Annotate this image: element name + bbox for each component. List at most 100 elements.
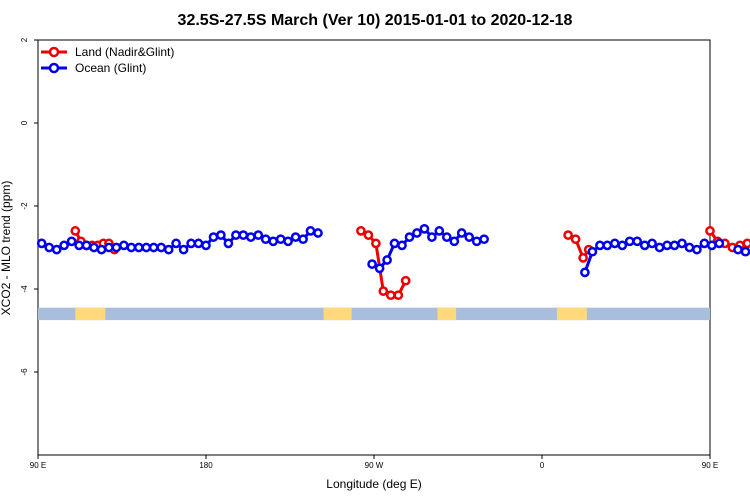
ocean-point	[707, 240, 717, 251]
ocean-point	[208, 232, 219, 242]
ocean-point	[148, 242, 159, 253]
ocean-point	[471, 236, 482, 247]
ocean-point	[404, 232, 415, 242]
x-tick-label: 180	[199, 461, 213, 470]
land-segment	[437, 307, 457, 321]
ocean-point	[171, 238, 181, 249]
legend-land-marker	[48, 46, 60, 58]
legend-ocean-marker	[48, 62, 60, 74]
ocean-point	[456, 228, 467, 238]
ocean-point	[216, 230, 226, 240]
x-axis: 90 E 180 90 W 0 90 E	[30, 455, 718, 470]
land-segment	[75, 307, 106, 321]
ocean-point	[260, 234, 271, 245]
ocean-point	[647, 238, 657, 249]
ocean-point	[639, 240, 650, 251]
ocean-point	[580, 267, 590, 278]
x-tick-label: 90 E	[30, 461, 46, 470]
ocean-point	[36, 238, 47, 249]
ocean-point	[59, 240, 69, 251]
ocean-point	[382, 255, 392, 265]
ocean-point	[449, 236, 460, 247]
ocean-point	[305, 226, 316, 236]
land-point	[371, 238, 381, 249]
land-segment	[556, 307, 587, 321]
ocean-point	[74, 240, 84, 251]
series-layer	[36, 223, 750, 301]
ocean-point	[602, 240, 613, 251]
ocean-point	[624, 236, 635, 247]
land-point	[378, 286, 389, 296]
legend-ocean-label: Ocean (Glint)	[75, 61, 146, 75]
land-ocean-band	[38, 307, 710, 321]
x-tick-label: 90 E	[702, 461, 718, 470]
x-axis-label: Longitude (deg E)	[326, 477, 421, 491]
ocean-point	[609, 238, 620, 249]
land-point	[385, 290, 396, 301]
ocean-point	[412, 228, 422, 238]
x-tick-label: 90 W	[365, 461, 384, 470]
ocean-point	[313, 228, 323, 238]
ocean-point	[419, 223, 430, 234]
ocean-point	[587, 246, 598, 257]
land-point	[563, 230, 573, 240]
land-point	[356, 226, 366, 236]
ocean-point	[283, 236, 293, 247]
ocean-point	[714, 238, 725, 249]
ocean-point	[275, 234, 286, 245]
ocean-point	[427, 232, 437, 242]
ocean-point	[89, 242, 99, 253]
ocean-point	[617, 240, 628, 251]
ocean-point	[141, 242, 152, 253]
ocean-point	[434, 226, 445, 236]
ocean-point	[397, 240, 407, 251]
ocean-point	[595, 240, 605, 251]
y-tick-label: 2	[20, 37, 29, 42]
ocean-point	[223, 238, 234, 249]
y-tick-label: -2	[20, 202, 29, 210]
ocean-point	[126, 242, 137, 253]
land-point	[705, 226, 715, 236]
ocean-point	[133, 242, 144, 253]
ocean-point	[81, 240, 92, 251]
ocean-point	[201, 240, 211, 251]
ocean-point	[699, 238, 710, 249]
ocean-point	[389, 238, 400, 249]
land-point	[393, 290, 404, 301]
ocean-point	[464, 232, 475, 242]
ocean-point	[104, 242, 114, 253]
y-tick-label: -4	[20, 285, 29, 293]
legend: Land (Nadir&Glint) Ocean (Glint)	[41, 45, 174, 75]
ocean-point	[632, 236, 643, 247]
ocean-point	[163, 244, 174, 255]
ocean-point	[740, 246, 750, 257]
ocean-point	[96, 244, 107, 255]
ocean-point	[298, 234, 308, 245]
ocean-point	[367, 259, 377, 269]
ocean-point	[66, 236, 77, 247]
land-point	[400, 275, 411, 286]
ocean-point	[111, 242, 122, 253]
ocean-point	[119, 240, 129, 251]
ocean-point	[669, 240, 680, 251]
ocean-point	[193, 238, 204, 249]
ocean-point	[374, 263, 385, 274]
ocean-point	[156, 242, 167, 253]
ocean-point	[677, 238, 687, 249]
ocean-point	[253, 230, 264, 240]
ocean-point	[51, 244, 62, 255]
ocean-point	[654, 242, 665, 253]
ocean-point	[186, 238, 196, 249]
ocean-point	[231, 230, 241, 240]
y-tick-label: 0	[20, 120, 29, 125]
ocean-point	[684, 242, 695, 253]
land-point	[570, 234, 581, 245]
chart-title: 32.5S-27.5S March (Ver 10) 2015-01-01 to…	[178, 12, 573, 29]
x-tick-label: 0	[540, 461, 545, 470]
ocean-point	[441, 232, 452, 242]
ocean-point	[692, 244, 702, 255]
ocean-point	[479, 234, 489, 245]
y-tick-label: -6	[20, 368, 29, 376]
y-axis: 2 0 -2 -4 -6	[20, 37, 38, 376]
ocean-band	[38, 307, 710, 321]
